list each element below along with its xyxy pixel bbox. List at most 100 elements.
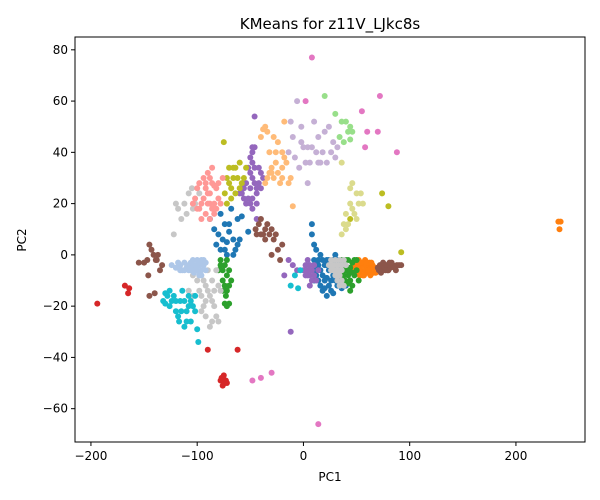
data-point <box>126 285 133 292</box>
data-point <box>340 257 347 263</box>
data-point <box>198 200 205 207</box>
data-point <box>375 267 382 274</box>
data-point <box>232 190 239 197</box>
data-point <box>209 164 216 171</box>
data-point <box>192 292 199 299</box>
data-point <box>121 282 128 289</box>
data-point <box>249 377 256 384</box>
data-point <box>198 267 205 274</box>
data-point <box>202 180 209 187</box>
data-point <box>328 257 335 263</box>
data-point <box>325 262 332 269</box>
data-point <box>185 303 192 310</box>
data-point <box>202 185 209 192</box>
data-point <box>228 195 235 202</box>
data-point <box>228 277 235 284</box>
data-point <box>257 216 264 222</box>
data-point <box>380 259 387 266</box>
data-point <box>325 123 332 130</box>
data-point <box>238 213 245 220</box>
data-point <box>304 180 311 187</box>
data-point <box>211 210 218 217</box>
data-point <box>368 259 375 266</box>
data-point <box>196 190 203 197</box>
data-point <box>277 257 284 263</box>
data-point <box>328 149 335 156</box>
data-point <box>358 108 365 115</box>
data-point <box>270 175 277 181</box>
data-point <box>206 200 213 207</box>
data-point <box>260 175 267 181</box>
data-point <box>289 262 296 269</box>
data-point <box>332 110 339 117</box>
data-point <box>321 128 328 135</box>
data-point <box>211 226 218 233</box>
data-point <box>311 118 318 125</box>
data-point <box>247 169 254 176</box>
data-point <box>557 218 564 225</box>
y-tick-label: −60 <box>43 402 68 416</box>
data-point <box>398 249 405 256</box>
data-point <box>319 149 326 156</box>
data-point <box>328 267 335 274</box>
data-point <box>285 180 292 187</box>
data-point <box>255 164 262 171</box>
data-point <box>195 339 202 345</box>
data-point <box>355 200 362 207</box>
data-point <box>221 221 228 228</box>
data-point <box>281 154 288 161</box>
data-point <box>313 149 320 156</box>
data-point <box>249 195 256 202</box>
data-point <box>223 287 230 294</box>
data-point <box>189 303 196 310</box>
data-point <box>311 241 318 248</box>
data-point <box>272 159 279 166</box>
data-point <box>332 154 339 161</box>
data-point <box>302 262 309 269</box>
data-point <box>270 236 277 243</box>
data-point <box>240 195 247 202</box>
x-tick-label: −100 <box>181 449 214 463</box>
data-point <box>223 251 230 258</box>
data-point <box>194 185 201 192</box>
data-point <box>345 128 352 135</box>
data-point <box>253 216 260 222</box>
data-point <box>251 180 258 187</box>
data-point <box>255 221 262 228</box>
x-axis-ticks: −200 −100 0 100 200 <box>74 442 527 463</box>
data-point <box>221 282 228 289</box>
data-point <box>204 287 211 294</box>
data-point <box>398 262 405 269</box>
data-point <box>175 205 182 212</box>
x-tick-label: 200 <box>504 449 527 463</box>
data-point <box>247 154 254 161</box>
data-point <box>268 169 275 176</box>
data-point <box>166 287 173 294</box>
data-point <box>279 175 286 181</box>
data-point <box>226 267 233 274</box>
data-point <box>268 226 275 233</box>
data-point <box>253 185 260 192</box>
data-point <box>247 185 254 192</box>
data-point <box>357 190 364 197</box>
data-point <box>294 98 301 105</box>
data-point <box>192 308 199 315</box>
data-point <box>264 175 271 181</box>
data-point <box>321 277 328 284</box>
data-point <box>223 257 230 263</box>
data-point <box>240 185 247 192</box>
data-point <box>338 159 345 166</box>
data-point <box>172 308 179 315</box>
y-tick-label: −20 <box>43 299 68 313</box>
data-point <box>308 54 315 61</box>
data-point <box>146 292 153 299</box>
data-point <box>189 205 196 212</box>
data-point <box>347 185 354 192</box>
data-point <box>262 180 269 187</box>
plot-frame <box>74 36 586 443</box>
data-point <box>213 267 220 274</box>
data-point <box>234 241 241 248</box>
data-point <box>204 346 211 353</box>
data-point <box>178 216 185 222</box>
data-point <box>262 226 269 233</box>
